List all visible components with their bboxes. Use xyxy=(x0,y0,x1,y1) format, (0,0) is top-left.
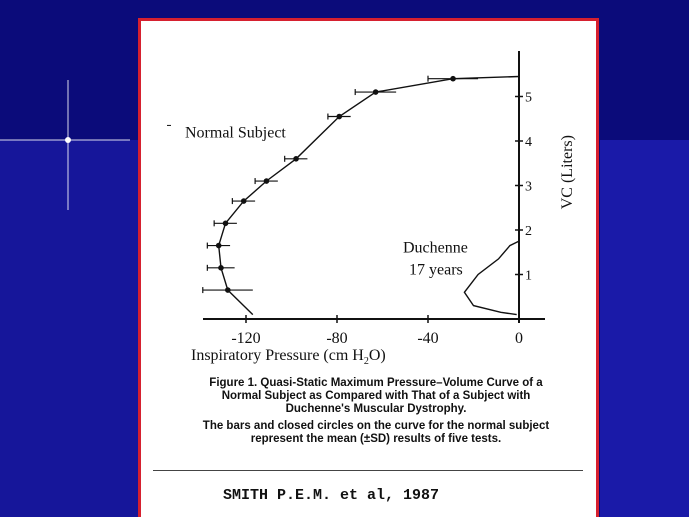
y-tick-label: 3 xyxy=(525,180,532,195)
caption-line-5: represent the mean (±SD) results of five… xyxy=(250,433,502,445)
x-axis-label-units: (cm H xyxy=(323,347,364,364)
x-axis-label-subscript: 2 xyxy=(363,356,369,368)
data-point xyxy=(225,287,231,293)
figure-caption: Figure 1. Quasi-Static Maximum Pressure–… xyxy=(171,377,581,446)
normal-subject-line xyxy=(217,75,520,316)
data-point xyxy=(240,198,247,204)
x-axis-label-main: Inspiratory Pressure xyxy=(191,347,320,364)
y-tick-label: 4 xyxy=(525,135,532,150)
caption-line-3: Duchenne's Muscular Dystrophy. xyxy=(285,403,467,415)
normal-subject-annotation: Normal Subject xyxy=(185,124,286,141)
y-tick-label: 2 xyxy=(525,224,532,239)
caption-divider xyxy=(153,470,583,471)
background-band-right xyxy=(600,140,689,517)
figure-panel: -120 -80 -40 0 1 2 3 4 5 VC (Liters) Normal Subjec… xyxy=(138,18,599,517)
data-point xyxy=(218,265,224,271)
citation-text: SMITH P.E.M. et al, 1987 xyxy=(223,487,440,504)
x-tick-label: -40 xyxy=(417,330,438,347)
x-tick-label: 0 xyxy=(515,330,523,347)
x-axis-label: Inspiratory Pressure (cm H2O) xyxy=(191,347,386,367)
chart-area: -120 -80 -40 0 1 2 3 4 5 VC (Liters) Normal Subjec… xyxy=(167,51,576,347)
data-point xyxy=(372,89,379,95)
y-tick-label: 5 xyxy=(525,91,532,106)
background-band-left xyxy=(0,140,140,517)
sparkle-decoration xyxy=(0,80,130,210)
x-axis-label-close: O) xyxy=(368,347,386,364)
data-point xyxy=(263,178,270,184)
data-point xyxy=(293,156,299,162)
caption-line-2: Normal Subject as Compared with That of … xyxy=(221,390,531,402)
data-point xyxy=(336,113,343,120)
x-tick-label: -80 xyxy=(326,330,347,347)
x-tick-label: -120 xyxy=(231,330,260,347)
duchenne-annotation: Duchenne xyxy=(403,239,468,256)
y-axis-label: VC (Liters) xyxy=(559,135,576,209)
duchenne-line xyxy=(463,240,520,316)
data-point xyxy=(450,75,456,82)
y-tick-label: 1 xyxy=(525,269,532,284)
caption-line-4: The bars and closed circles on the curve… xyxy=(202,420,550,432)
data-point xyxy=(222,220,229,227)
duchenne-age-annotation: 17 years xyxy=(409,262,463,279)
caption-line-1: Figure 1. Quasi-Static Maximum Pressure–… xyxy=(209,377,543,389)
data-point xyxy=(215,242,222,249)
